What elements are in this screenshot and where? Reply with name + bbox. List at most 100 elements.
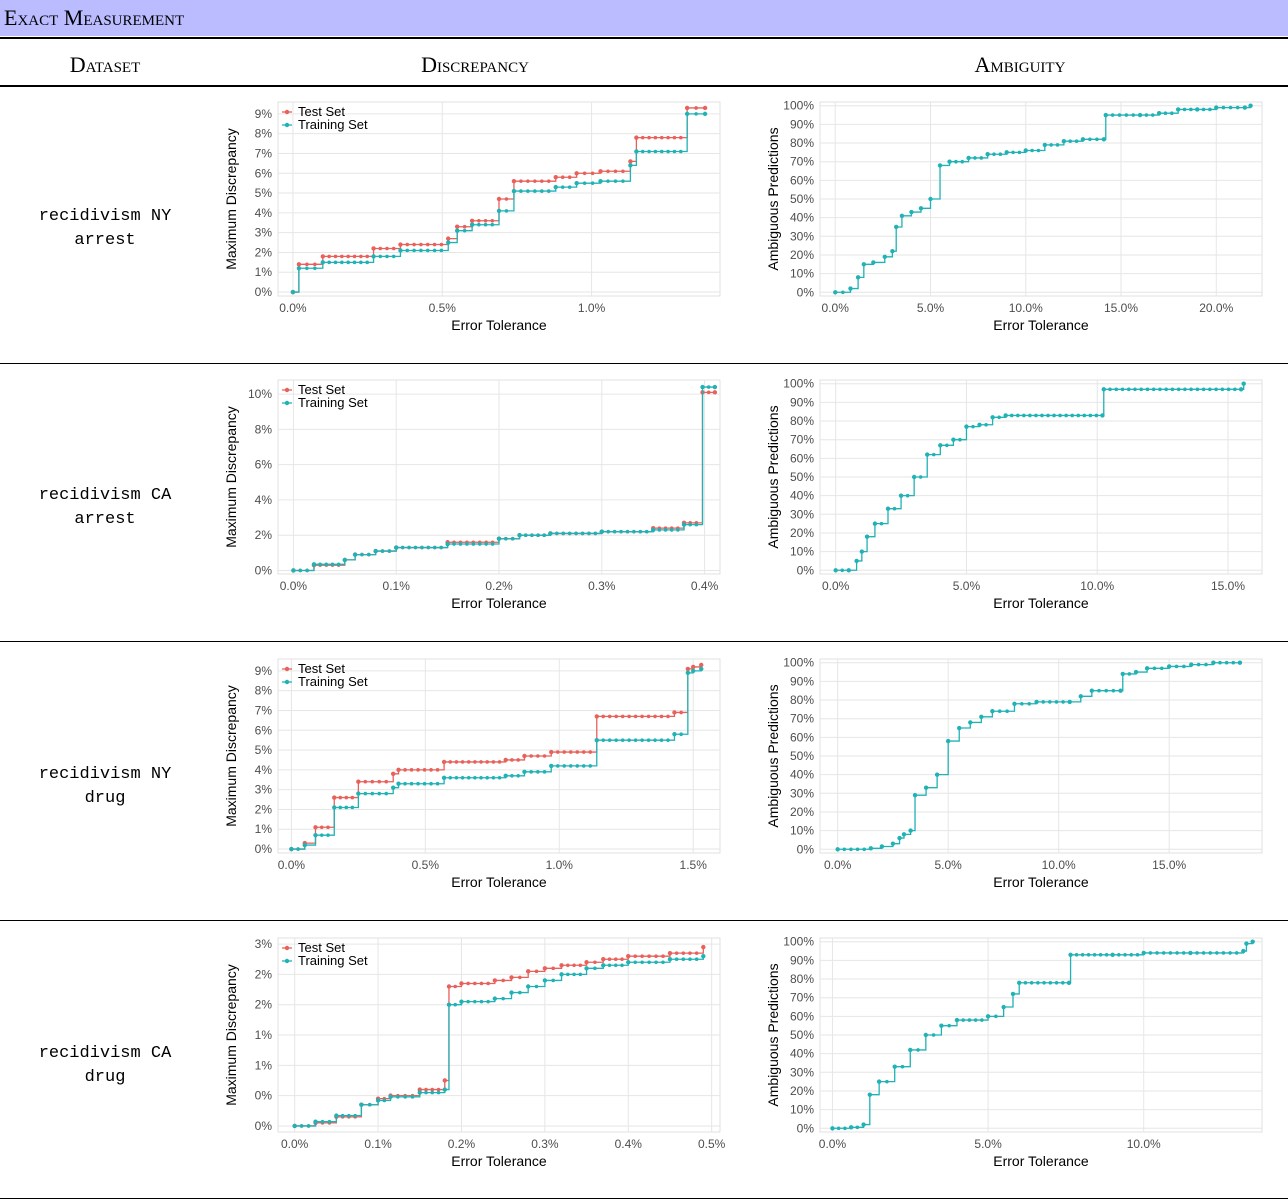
data-point <box>391 254 396 259</box>
data-point <box>1010 991 1016 997</box>
data-point <box>672 710 677 715</box>
data-point <box>1182 664 1186 669</box>
x-tick-label: 0.4% <box>615 1137 643 1151</box>
y-tick-label: 60% <box>790 451 814 465</box>
data-point <box>496 196 502 202</box>
data-point <box>533 189 537 193</box>
data-point <box>1005 709 1009 714</box>
data-point <box>1126 387 1131 392</box>
data-point <box>453 1002 458 1007</box>
y-tick-label: 60% <box>790 1009 814 1023</box>
data-point <box>492 996 498 1001</box>
data-point <box>1141 950 1146 956</box>
y-tick-label: 80% <box>790 136 814 150</box>
data-point <box>931 1033 936 1037</box>
data-point <box>613 179 618 183</box>
data-point <box>1041 700 1046 704</box>
data-point <box>485 775 490 780</box>
data-point <box>1181 951 1186 955</box>
data-point <box>466 981 470 986</box>
data-point <box>509 990 514 995</box>
data-point <box>473 999 477 1004</box>
data-point <box>1068 139 1073 143</box>
data-point <box>473 760 477 764</box>
data-point <box>396 781 401 786</box>
data-point <box>606 529 611 534</box>
data-point <box>973 156 977 160</box>
y-axis-label: Ambiguous Predictions <box>765 405 781 548</box>
data-point <box>413 545 418 550</box>
data-point <box>1170 387 1175 392</box>
data-point <box>894 224 899 230</box>
x-axis-label: Error Tolerance <box>993 317 1089 333</box>
data-point <box>363 791 368 796</box>
data-point <box>518 975 522 980</box>
legend-key-dot <box>284 945 290 951</box>
data-point <box>1118 688 1123 693</box>
data-point <box>1110 113 1115 117</box>
row-label-3: recidivism CA drug <box>0 1042 210 1090</box>
y-tick-label: 20% <box>790 248 814 262</box>
y-tick-label: 70% <box>790 433 814 447</box>
data-point <box>429 768 433 772</box>
data-point <box>330 562 335 567</box>
legend-key-dot <box>284 679 290 685</box>
data-point <box>448 760 453 764</box>
data-point <box>601 963 606 968</box>
data-point <box>504 536 508 541</box>
y-tick-label: 100% <box>783 377 814 391</box>
y-tick-label: 70% <box>790 155 814 169</box>
data-point <box>409 768 414 772</box>
data-point <box>469 222 475 227</box>
data-point <box>568 750 573 754</box>
y-tick-label: 10% <box>790 545 814 559</box>
data-point <box>684 111 690 117</box>
data-point <box>1098 952 1103 957</box>
data-point <box>581 764 586 768</box>
data-point <box>694 951 699 955</box>
y-tick-label: 3% <box>255 937 273 951</box>
x-tick-label: 5.0% <box>974 1137 1002 1151</box>
data-point <box>446 240 451 245</box>
data-point <box>1127 672 1132 676</box>
data-point <box>305 266 309 271</box>
data-point <box>496 208 502 214</box>
data-point <box>954 159 958 164</box>
data-point <box>572 972 576 977</box>
data-point <box>918 206 924 211</box>
data-point <box>416 768 420 772</box>
data-point <box>640 954 644 958</box>
x-tick-label: 15.0% <box>1152 858 1186 872</box>
data-point <box>607 738 612 742</box>
data-point <box>1027 701 1032 706</box>
data-point <box>606 179 610 183</box>
data-point <box>526 179 530 183</box>
legend-label: Test Set <box>298 661 345 676</box>
data-point <box>403 781 407 786</box>
data-point <box>879 844 885 849</box>
data-point <box>590 171 595 176</box>
data-point <box>509 975 514 980</box>
data-point <box>497 760 502 764</box>
data-point <box>650 527 656 533</box>
data-point <box>1242 105 1248 110</box>
data-point <box>501 978 505 983</box>
y-tick-label: 4% <box>255 493 273 507</box>
data-point <box>519 179 523 183</box>
chart-ca-arrest-discrepancy: 0% 2% 4% 6% 8% 10% 0.0% 0.1% 0.2% 0.3% 0.4% Error T… <box>223 379 721 611</box>
data-point <box>855 275 861 280</box>
y-tick-label: 10% <box>248 387 272 401</box>
data-point <box>346 260 350 265</box>
data-point <box>1076 413 1081 418</box>
data-point <box>327 254 331 259</box>
data-point <box>661 960 665 965</box>
data-point <box>511 178 517 184</box>
data-point <box>961 1018 965 1022</box>
data-point <box>841 290 845 295</box>
data-point <box>466 760 471 764</box>
y-axis-label: Ambiguous Predictions <box>765 963 781 1106</box>
data-point <box>861 262 867 267</box>
data-point <box>305 262 309 267</box>
legend-label: Training Set <box>298 395 368 410</box>
data-point <box>306 1124 311 1128</box>
